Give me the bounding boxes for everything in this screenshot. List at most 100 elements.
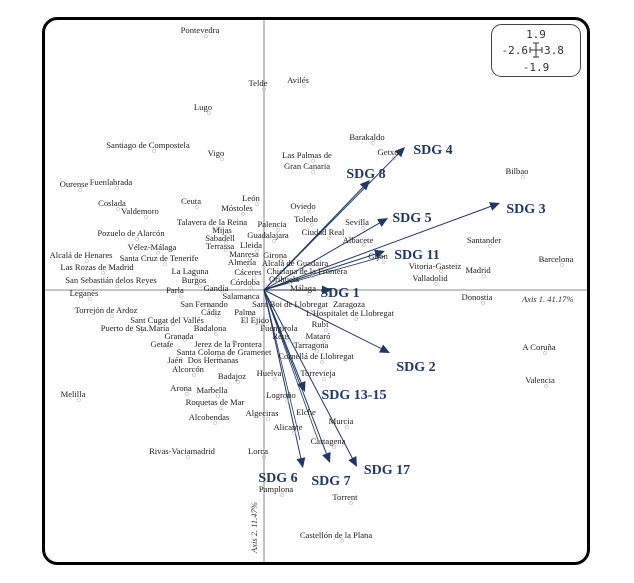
city-label: Manresa [229, 249, 259, 259]
city-label: Badajoz [218, 371, 246, 381]
city-label: Vigo [208, 148, 225, 158]
vector-sdg: SDG 17 [263, 289, 410, 478]
city-label: Córdoba [230, 277, 260, 287]
city-label: Madrid [465, 265, 491, 275]
city-label: Sabadell [205, 233, 235, 243]
city-point [280, 493, 284, 497]
city-point [192, 373, 196, 377]
frame [42, 17, 590, 565]
arrowhead-icon [394, 147, 405, 158]
city-label: Torrevieja [300, 368, 335, 378]
arrowhead-icon [297, 381, 306, 392]
vector-sdg: SDG 5 [263, 211, 432, 291]
arrowhead-icon [377, 218, 388, 227]
city-label: Torrent [332, 492, 358, 502]
city-point [88, 297, 92, 301]
city-point [152, 149, 156, 153]
city-point [560, 263, 564, 267]
city-label: Ciudad Real [302, 227, 345, 237]
city-point [77, 398, 81, 402]
city-point [311, 274, 315, 278]
city-point [171, 322, 175, 326]
vector-sdg: SDG 3 [263, 202, 546, 291]
city-point [382, 260, 386, 264]
vector-line [263, 205, 493, 291]
city-point [392, 156, 396, 160]
vector-line [263, 221, 382, 291]
city-label: Valladolid [412, 273, 448, 283]
city-point [139, 329, 143, 333]
city-label: Santa Cruz de Tenerife [120, 253, 199, 263]
city-label: Toledo [294, 214, 318, 224]
city-point [299, 267, 303, 271]
city-label: La Laguna [172, 266, 209, 276]
city-point [322, 340, 326, 344]
city-point [224, 241, 228, 245]
city-label: Talavera de la Reina [177, 217, 247, 227]
city-point [272, 239, 276, 243]
city-label: Avilés [287, 75, 309, 85]
scale-right: 3.8 [544, 44, 564, 57]
city-label: Albacete [343, 235, 374, 245]
city-point [288, 282, 292, 286]
city-label: Barakaldo [349, 132, 384, 142]
city-point [216, 394, 220, 398]
city-point [252, 276, 256, 280]
city-label: Cornellá de Llobregat [278, 351, 354, 361]
city-label: Guadalajara [247, 230, 289, 240]
city-point [292, 431, 296, 435]
city-label: Parla [166, 285, 184, 295]
city-point [241, 212, 245, 216]
city-point [302, 84, 306, 88]
city-point [219, 406, 223, 410]
city-label: Elche [296, 407, 316, 417]
city-label: Girona [263, 250, 287, 260]
city-point [144, 215, 148, 219]
city-label: Rivas-Vaciamadrid [149, 446, 216, 456]
city-label: Málaga [290, 283, 316, 293]
scale-bottom: -1.9 [523, 61, 550, 74]
city-point [207, 111, 211, 115]
city-label: Murcia [329, 416, 354, 426]
vector-label: SDG 1 [320, 286, 359, 301]
city-point [488, 244, 492, 248]
city-point [224, 248, 228, 252]
city-point [115, 186, 119, 190]
city-point [544, 384, 548, 388]
city-point [198, 284, 202, 288]
city-point [285, 339, 289, 343]
city-point [262, 87, 266, 91]
vector-line [263, 289, 384, 350]
city-point [215, 314, 219, 318]
city-label: Dos Hermanas [188, 355, 239, 365]
scale-box: 1.9 -2.6 3.8 -1.9 [491, 24, 581, 77]
city-label: Almería [228, 257, 256, 267]
city-point [311, 170, 315, 174]
city-label: Oviedo [290, 201, 315, 211]
city-point [78, 188, 82, 192]
city-label: Santa Coloma de Gramenet [177, 347, 272, 357]
city-label: Jaén [167, 355, 183, 365]
vector-line [263, 252, 378, 291]
city-label: Alcalá de Henares [50, 250, 114, 260]
city-label: Santander [467, 235, 502, 245]
city-point [279, 259, 283, 263]
city-label: Sant Boi de Llobregat [252, 299, 328, 309]
city-label: Fuengirola [260, 323, 297, 333]
city-label: Cádiz [201, 307, 221, 317]
city-point [294, 304, 298, 308]
vector-label: SDG 17 [364, 463, 410, 478]
city-point [163, 262, 167, 266]
city-point [246, 264, 250, 268]
vector-label: SDG 11 [394, 248, 440, 263]
vector-line [263, 289, 354, 461]
city-label: León [242, 193, 260, 203]
city-point [166, 345, 170, 349]
arrowhead-icon [374, 249, 385, 259]
arrowhead-icon [322, 452, 331, 463]
city-label: Donostia [461, 292, 492, 302]
city-label: Alcobendas [189, 412, 230, 422]
city-point [362, 243, 366, 247]
city-label: Alicante [273, 422, 302, 432]
